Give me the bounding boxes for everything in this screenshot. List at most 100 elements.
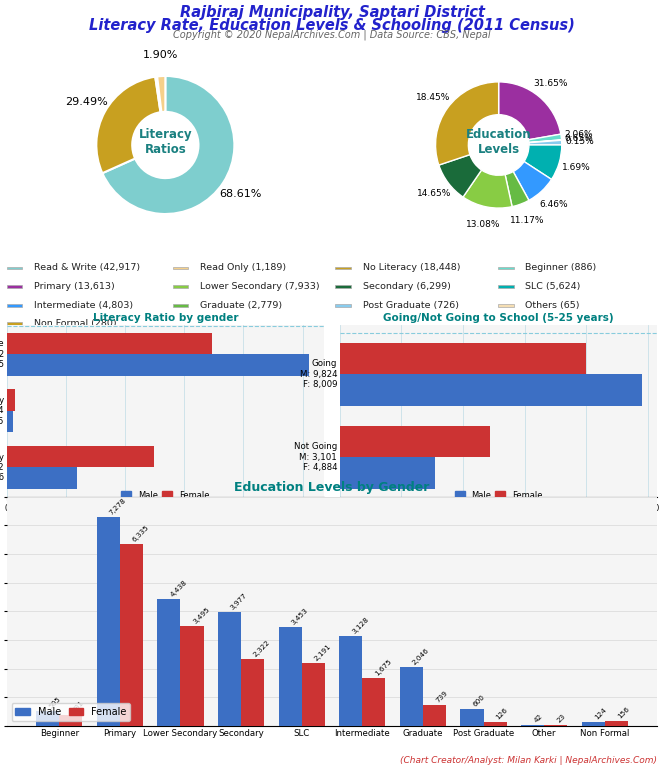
Bar bbox=[157, 599, 181, 726]
Text: 1.69%: 1.69% bbox=[562, 164, 590, 173]
Wedge shape bbox=[505, 171, 529, 207]
Bar bbox=[7, 468, 77, 489]
Text: Read Only (1,189): Read Only (1,189) bbox=[200, 263, 286, 273]
Text: Lower Secondary (7,933): Lower Secondary (7,933) bbox=[200, 282, 319, 291]
Text: 3,495: 3,495 bbox=[192, 606, 211, 624]
Text: 600: 600 bbox=[472, 694, 486, 707]
Text: 23: 23 bbox=[556, 713, 566, 724]
Text: SLC (5,624): SLC (5,624) bbox=[525, 282, 580, 291]
Text: Non Formal (280): Non Formal (280) bbox=[34, 319, 117, 328]
Bar bbox=[241, 659, 264, 726]
FancyBboxPatch shape bbox=[173, 304, 188, 307]
Wedge shape bbox=[529, 134, 562, 143]
Bar bbox=[279, 627, 301, 726]
Text: 6.46%: 6.46% bbox=[539, 200, 568, 209]
Text: No Literacy (18,448): No Literacy (18,448) bbox=[363, 263, 460, 273]
Text: 68.61%: 68.61% bbox=[220, 189, 262, 199]
Wedge shape bbox=[157, 76, 165, 112]
Text: Graduate (2,779): Graduate (2,779) bbox=[200, 301, 282, 310]
Text: Secondary (6,299): Secondary (6,299) bbox=[363, 282, 450, 291]
Bar bbox=[339, 636, 363, 726]
Legend: Male, Female: Male, Female bbox=[118, 487, 212, 503]
Text: 2,191: 2,191 bbox=[313, 643, 332, 662]
Bar bbox=[97, 518, 120, 726]
Text: 505: 505 bbox=[48, 696, 62, 710]
Bar bbox=[582, 722, 605, 726]
FancyBboxPatch shape bbox=[7, 322, 23, 325]
Text: 156: 156 bbox=[616, 706, 630, 720]
FancyBboxPatch shape bbox=[173, 266, 188, 270]
Wedge shape bbox=[463, 170, 512, 208]
Bar bbox=[7, 354, 309, 376]
Text: Primary (13,613): Primary (13,613) bbox=[34, 282, 115, 291]
Text: 2,322: 2,322 bbox=[252, 639, 272, 658]
Bar bbox=[483, 722, 507, 726]
Wedge shape bbox=[524, 145, 562, 180]
Text: Literacy Rate, Education Levels & Schooling (2011 Census): Literacy Rate, Education Levels & School… bbox=[89, 18, 575, 33]
FancyBboxPatch shape bbox=[173, 286, 188, 288]
Text: (Chart Creator/Analyst: Milan Karki | NepalArchives.Com): (Chart Creator/Analyst: Milan Karki | Ne… bbox=[400, 756, 657, 764]
Title: Going/Not Going to School (5-25 years): Going/Not Going to School (5-25 years) bbox=[383, 313, 614, 323]
Text: 1,675: 1,675 bbox=[374, 657, 392, 677]
Text: Education
Levels: Education Levels bbox=[466, 128, 531, 157]
Title: Literacy Ratio by gender: Literacy Ratio by gender bbox=[92, 313, 238, 323]
Wedge shape bbox=[439, 154, 481, 197]
Text: Literacy
Ratios: Literacy Ratios bbox=[139, 128, 192, 156]
Text: Copyright © 2020 NepalArchives.Com | Data Source: CBS, Nepal: Copyright © 2020 NepalArchives.Com | Dat… bbox=[173, 30, 491, 41]
Text: 381: 381 bbox=[71, 700, 85, 713]
Text: 18.45%: 18.45% bbox=[416, 94, 450, 102]
Text: 1.90%: 1.90% bbox=[142, 51, 178, 61]
Bar bbox=[301, 663, 325, 726]
Text: 6,335: 6,335 bbox=[131, 525, 150, 543]
Bar bbox=[605, 721, 627, 726]
Bar bbox=[218, 612, 241, 726]
Bar bbox=[340, 425, 490, 458]
Bar bbox=[400, 667, 423, 726]
Bar bbox=[7, 446, 154, 468]
Text: Post Graduate (726): Post Graduate (726) bbox=[363, 301, 459, 310]
Wedge shape bbox=[436, 82, 499, 165]
Wedge shape bbox=[499, 82, 561, 140]
Bar bbox=[37, 711, 59, 726]
Text: 126: 126 bbox=[495, 707, 509, 721]
Bar bbox=[59, 715, 82, 726]
Text: 2,046: 2,046 bbox=[412, 647, 430, 666]
Bar bbox=[521, 724, 544, 726]
Bar bbox=[461, 709, 483, 726]
Text: 29.49%: 29.49% bbox=[65, 97, 108, 107]
FancyBboxPatch shape bbox=[335, 266, 351, 270]
Text: 13.08%: 13.08% bbox=[466, 220, 501, 229]
FancyBboxPatch shape bbox=[335, 286, 351, 288]
Text: 31.65%: 31.65% bbox=[533, 78, 568, 88]
Wedge shape bbox=[529, 141, 562, 145]
Bar bbox=[340, 458, 436, 489]
Wedge shape bbox=[513, 161, 552, 200]
Text: 124: 124 bbox=[593, 707, 608, 721]
Text: 14.65%: 14.65% bbox=[417, 189, 452, 198]
FancyBboxPatch shape bbox=[335, 304, 351, 307]
Legend: Male, Female: Male, Female bbox=[452, 487, 546, 503]
FancyBboxPatch shape bbox=[7, 304, 23, 307]
Text: 3,977: 3,977 bbox=[230, 592, 248, 611]
Text: Beginner (886): Beginner (886) bbox=[525, 263, 596, 273]
Title: Education Levels by Gender: Education Levels by Gender bbox=[234, 482, 430, 494]
FancyBboxPatch shape bbox=[7, 286, 23, 288]
Bar bbox=[181, 626, 203, 726]
Text: 739: 739 bbox=[434, 690, 448, 703]
Text: 0.15%: 0.15% bbox=[565, 137, 594, 147]
Bar bbox=[7, 389, 15, 411]
FancyBboxPatch shape bbox=[7, 266, 23, 270]
Text: Others (65): Others (65) bbox=[525, 301, 580, 310]
Wedge shape bbox=[155, 77, 161, 112]
FancyBboxPatch shape bbox=[498, 286, 513, 288]
Wedge shape bbox=[529, 140, 562, 143]
Bar bbox=[7, 333, 212, 354]
Bar bbox=[340, 374, 642, 406]
FancyBboxPatch shape bbox=[498, 304, 513, 307]
Text: 42: 42 bbox=[533, 713, 543, 723]
Bar bbox=[423, 704, 446, 726]
Text: Rajbiraj Municipality, Saptari District: Rajbiraj Municipality, Saptari District bbox=[179, 5, 485, 21]
Wedge shape bbox=[102, 76, 234, 214]
Bar bbox=[120, 545, 143, 726]
Text: Read & Write (42,917): Read & Write (42,917) bbox=[34, 263, 140, 273]
